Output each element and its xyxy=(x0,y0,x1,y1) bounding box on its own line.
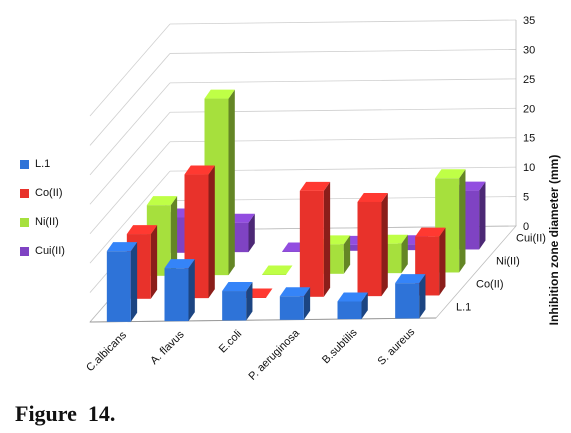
bar-side xyxy=(170,196,178,276)
gridline xyxy=(169,19,517,25)
y-tick-label: 5 xyxy=(523,192,529,204)
legend-item: L.1 xyxy=(20,155,100,173)
bar xyxy=(164,268,189,322)
bar-top xyxy=(415,227,446,237)
gridlines xyxy=(89,19,517,323)
bar xyxy=(262,274,287,275)
bar xyxy=(242,297,267,298)
gridline xyxy=(89,53,171,146)
gridline xyxy=(169,78,517,84)
bar-side xyxy=(150,225,158,299)
bar-side xyxy=(439,227,446,296)
bar-top xyxy=(435,169,466,179)
x-axis-ticks: C.albicans A. flavus E.coli P. aeruginosa B.… xyxy=(84,326,417,383)
bar-top xyxy=(184,165,215,175)
x-tick-label: A. flavus xyxy=(148,328,187,367)
depth-tick-label: Cui(II) xyxy=(516,233,546,245)
y-axis-label: Inhibition zone diameter (mm) xyxy=(547,155,561,326)
gridline xyxy=(89,141,171,234)
depth-axis-ticks: L.1 Co(II) Ni(II) Cui(II) xyxy=(456,233,546,314)
bar-side xyxy=(479,181,486,250)
bar-top xyxy=(299,181,331,191)
x-tick-label: B.subtilis xyxy=(320,326,360,366)
bar xyxy=(339,244,364,251)
bar-top xyxy=(357,192,388,202)
legend-label: Cui(II) xyxy=(35,245,65,257)
y-tick-label: 15 xyxy=(523,133,535,145)
bar-side xyxy=(188,259,195,322)
x-axis-line xyxy=(89,317,437,323)
bar-top xyxy=(126,225,158,235)
y-tick-label: 20 xyxy=(523,103,535,115)
legend-item: Cui(II) xyxy=(20,242,100,260)
bar-top xyxy=(395,274,426,284)
bar xyxy=(279,296,304,320)
x-tick-label: C.albicans xyxy=(84,329,129,374)
legend-label: Co(II) xyxy=(35,187,63,199)
gridline xyxy=(89,112,171,205)
bar xyxy=(106,251,131,322)
bar-side xyxy=(343,235,351,274)
gridline xyxy=(89,23,171,117)
bar-side xyxy=(246,282,253,321)
bar xyxy=(222,291,247,321)
y-axis-ticks: 0 5 10 15 20 25 30 35 xyxy=(523,15,535,233)
gridline xyxy=(89,170,171,264)
depth-tick-label: Co(II) xyxy=(476,279,504,291)
bar-side xyxy=(303,287,311,320)
legend-label: L.1 xyxy=(35,158,51,170)
bar-top xyxy=(262,265,293,275)
bar-side xyxy=(130,242,138,322)
bar-side xyxy=(459,169,466,273)
y-tick-label: 30 xyxy=(523,44,535,56)
bar xyxy=(357,201,382,297)
figure-caption: Figure 14. xyxy=(15,401,116,426)
bar-side xyxy=(419,274,426,319)
bar-side xyxy=(228,89,235,276)
bar xyxy=(299,190,324,297)
bar-top xyxy=(146,196,178,206)
legend-swatch xyxy=(20,217,29,227)
legend-item: Ni(II) xyxy=(20,213,100,231)
bar-top xyxy=(204,89,235,99)
y-tick-label: 25 xyxy=(523,74,535,86)
bar-top xyxy=(279,287,311,297)
bar-side xyxy=(208,165,215,299)
bar-side xyxy=(248,213,255,253)
y-tick-label: 10 xyxy=(523,162,535,174)
bar-side xyxy=(401,234,408,274)
legend-swatch xyxy=(20,159,29,169)
gridline xyxy=(169,49,517,54)
y-tick-label: 0 xyxy=(523,221,529,233)
legend: L.1 Co(II) Ni(II) Cui(II) xyxy=(20,155,100,271)
bar-top xyxy=(222,282,253,292)
x-tick-label: E.coli xyxy=(217,328,245,356)
bar-side xyxy=(323,181,331,297)
y-tick-label: 35 xyxy=(523,15,535,27)
bar xyxy=(395,283,420,319)
bar-top xyxy=(106,242,138,252)
bar-side xyxy=(361,292,368,320)
bar xyxy=(337,301,362,320)
bar-top xyxy=(337,292,368,302)
legend-item: Co(II) xyxy=(20,184,100,202)
legend-swatch xyxy=(20,246,29,256)
legend-swatch xyxy=(20,188,29,198)
bar xyxy=(397,244,422,251)
bar-top xyxy=(164,259,195,269)
bars-group xyxy=(106,89,486,322)
x-tick-label: S. aureus xyxy=(376,326,418,368)
depth-tick-label: Ni(II) xyxy=(496,256,520,268)
gridline xyxy=(89,82,171,176)
x-tick-label: P. aeruginosa xyxy=(246,327,302,383)
bar xyxy=(282,251,307,252)
bar-side xyxy=(381,192,388,297)
depth-tick-label: L.1 xyxy=(456,302,471,314)
legend-label: Ni(II) xyxy=(35,216,59,228)
